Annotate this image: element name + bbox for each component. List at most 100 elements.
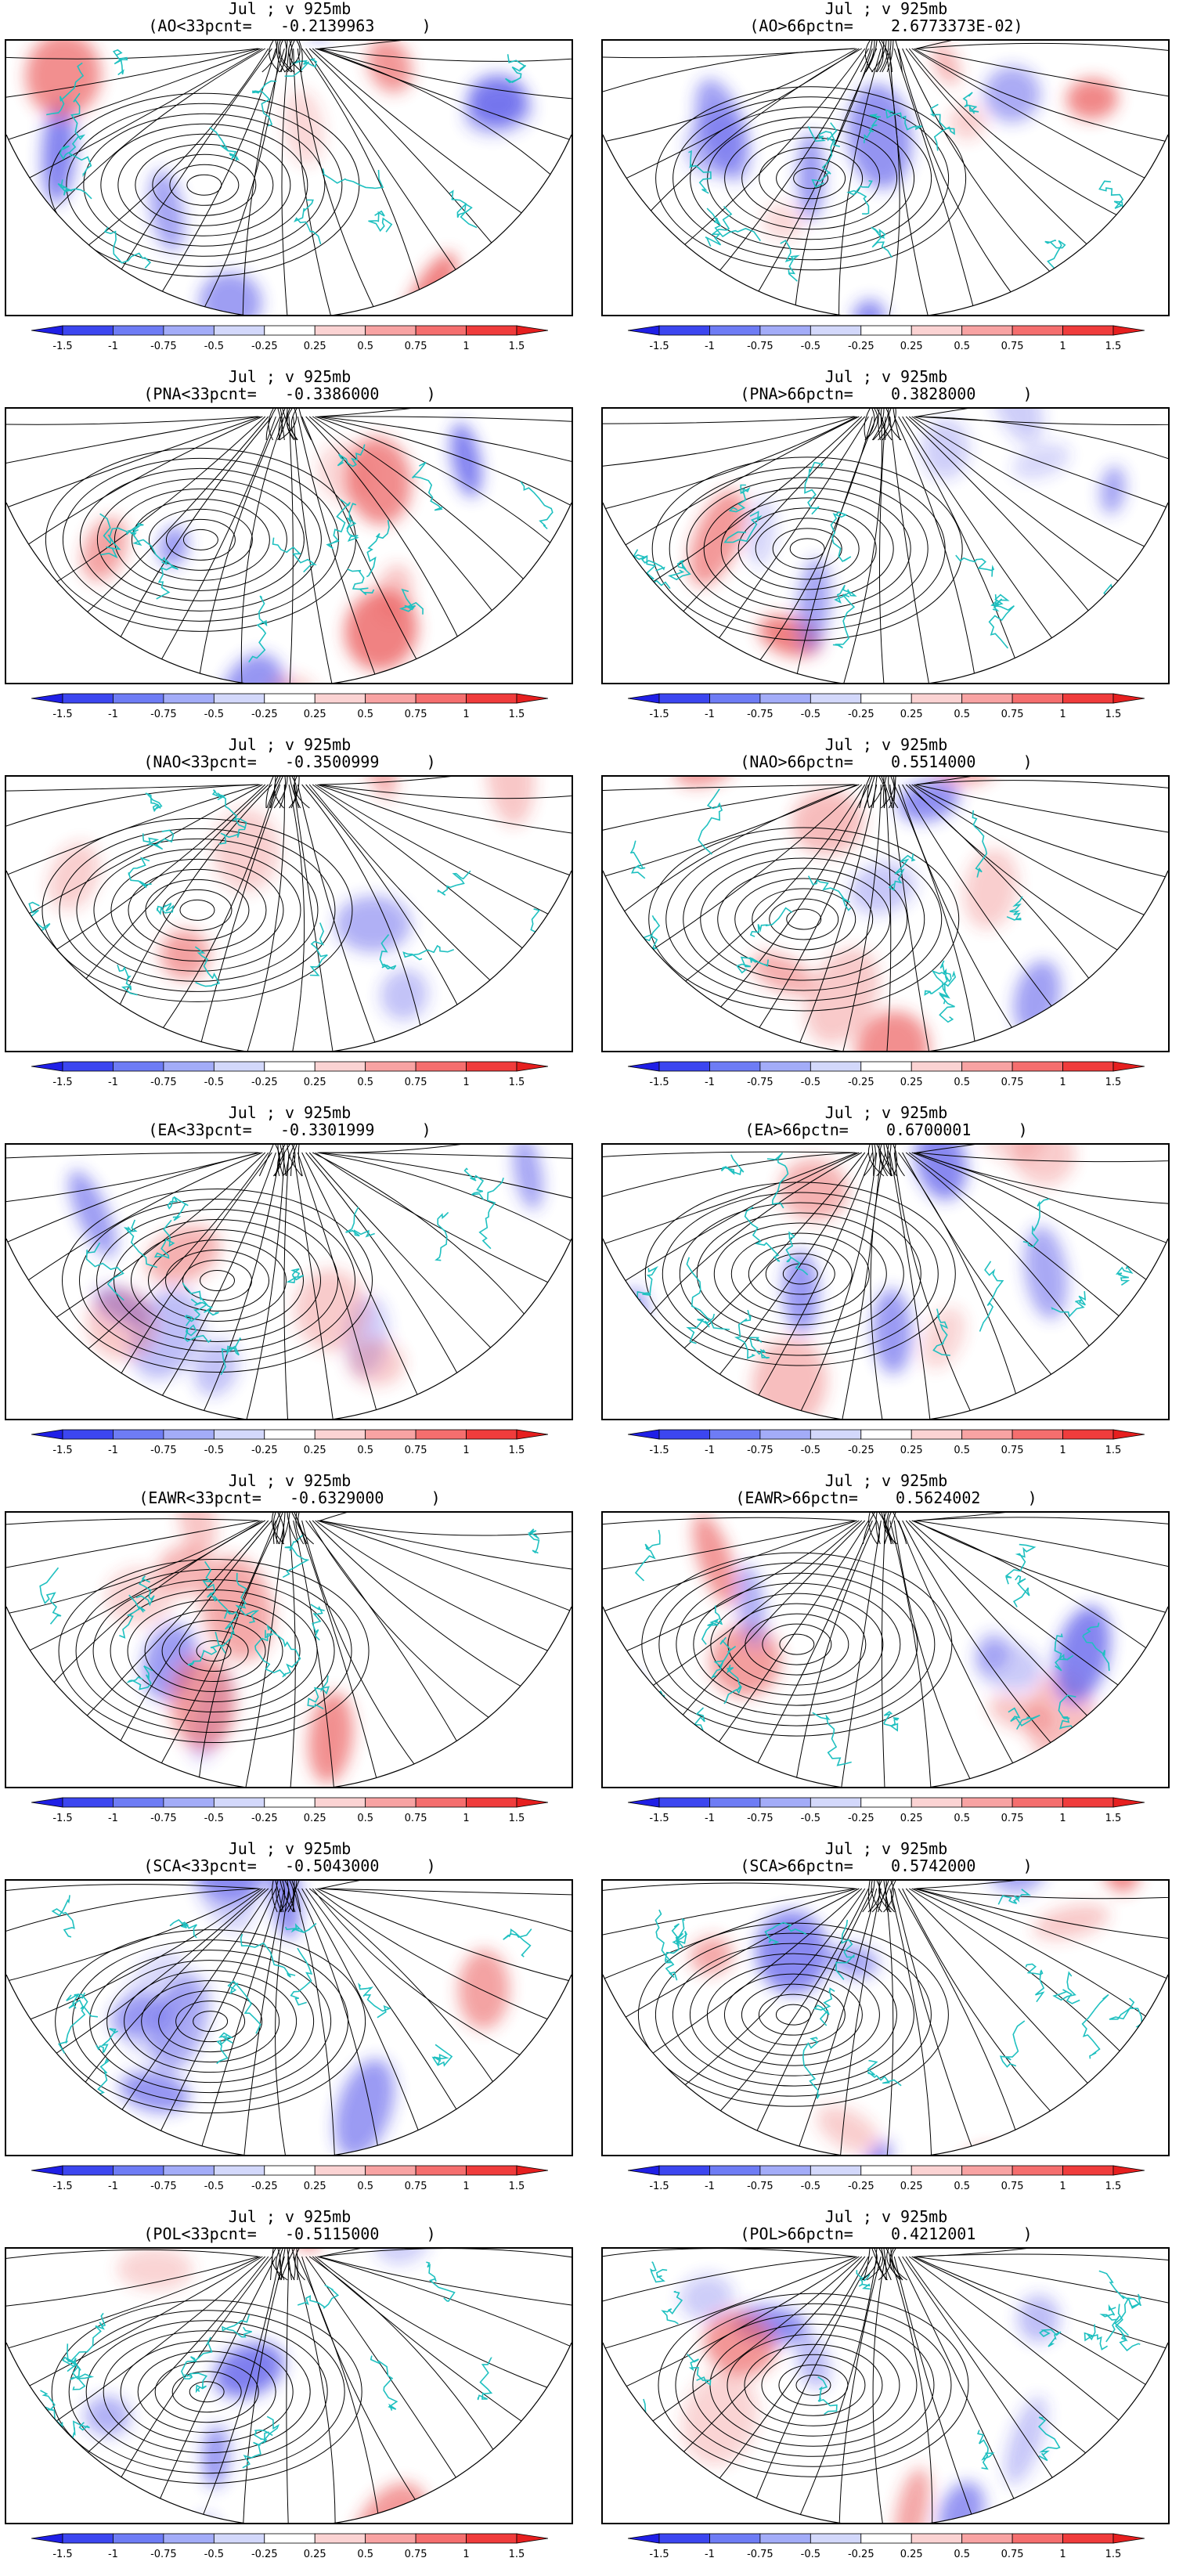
colorbar-segment [62, 1061, 114, 1072]
colorbar-tick-label: -0.75 [747, 1813, 774, 1824]
map-plot [603, 777, 1168, 1051]
colorbar-tick-label: -1 [108, 1077, 118, 1088]
colorbar-tick-label: -0.5 [801, 2181, 820, 2192]
colorbar-tick-label: 0.5 [954, 1445, 970, 1456]
colorbar-tick-label: 1.5 [509, 1445, 525, 1456]
colorbar-tick-label: 1.5 [509, 709, 525, 720]
colorbar-tick-label: 0.25 [304, 1445, 326, 1456]
map-plot [603, 1145, 1168, 1419]
colorbar-tick-label: -0.75 [747, 709, 774, 720]
colorbar-segment [113, 1429, 164, 1440]
wind-streamlines [6, 41, 572, 315]
colorbar-tick-label: -0.75 [150, 1813, 177, 1824]
colorbar-tick-label: 1 [463, 1445, 469, 1456]
colorbar-segment [264, 693, 316, 704]
colorbar-tick-label: 0.75 [1001, 709, 1024, 720]
colorbar-segment [113, 2533, 164, 2544]
colorbar-segment [860, 325, 912, 336]
colorbar-segment [759, 2533, 811, 2544]
colorbar-min-arrow [31, 2165, 63, 2176]
wind-streamlines [603, 1881, 1168, 2155]
panel-title-line2: (POL>66pctn= 0.4212001 ) [740, 2224, 1033, 2243]
colorbar-tick-label: -0.5 [801, 341, 820, 352]
map-frame [5, 39, 573, 316]
colorbar-max-arrow [1112, 2533, 1145, 2544]
colorbar-tick-label: -0.5 [204, 1077, 224, 1088]
map-frame [601, 407, 1170, 684]
coastlines [45, 1167, 504, 1386]
colorbar-segment [658, 325, 710, 336]
anomaly-shading [68, 1145, 543, 1397]
colorbar-tick-label: -0.25 [848, 2181, 874, 2192]
colorbar-tick-label: 0.75 [405, 2181, 427, 2192]
colorbar-segment [810, 2165, 862, 2176]
colorbar-segment [961, 2165, 1013, 2176]
colorbar-segment [911, 1797, 963, 1808]
colorbar-segment [810, 1061, 862, 1072]
colorbar-max-arrow [516, 325, 549, 336]
map-content [603, 409, 1168, 683]
colorbar-segment [810, 2533, 862, 2544]
colorbar: -1.5 -1 -0.75 -0.5 -0.25 0.25 0.5 0.75 1 1.5 [627, 2164, 1145, 2195]
colorbar-tick-label: -0.75 [747, 2181, 774, 2192]
colorbar-segment [860, 1061, 912, 1072]
coastlines [643, 2261, 1142, 2470]
map-plot [603, 1513, 1168, 1787]
colorbar-tick-label: 1.5 [509, 1077, 525, 1088]
colorbar-segment [860, 693, 912, 704]
colorbar-tick-label: 0.25 [900, 1077, 923, 1088]
colorbar-segment [365, 1429, 416, 1440]
colorbar-tick-label: 1 [463, 341, 469, 352]
colorbar-segment [163, 1061, 215, 1072]
colorbar-segment [365, 693, 416, 704]
domain-boundary [6, 502, 572, 683]
colorbar-segment [213, 1061, 265, 1072]
colorbar-segment [961, 693, 1013, 704]
wind-streamlines [603, 41, 1168, 315]
panel-title-line1: Jul ; v 925mb [228, 2207, 352, 2226]
colorbar-tick-label: 0.75 [405, 341, 427, 352]
map-frame [601, 1511, 1170, 1788]
colorbar-max-arrow [1112, 2165, 1145, 2176]
colorbar-segment [1062, 1797, 1114, 1808]
map-plot [603, 1881, 1168, 2155]
colorbar: -1.5 -1 -0.75 -0.5 -0.25 0.25 0.5 0.75 1 1.5 [627, 324, 1145, 355]
colorbar-segment [466, 693, 517, 704]
colorbar-segment [213, 325, 265, 336]
colorbar-segment [415, 693, 467, 704]
colorbar-tick-label: -0.25 [251, 1077, 278, 1088]
colorbar-max-arrow [516, 2165, 549, 2176]
colorbar-tick-label: -0.25 [848, 1813, 874, 1824]
colorbar-segment [860, 2165, 912, 2176]
colorbar-tick-label: 0.25 [900, 341, 923, 352]
colorbar-segment [62, 325, 114, 336]
colorbar-segment [415, 325, 467, 336]
colorbar-segment [466, 1797, 517, 1808]
pole-streamlines [258, 1145, 303, 1177]
colorbar-segment [658, 1061, 710, 1072]
colorbar-tick-label: 1.5 [1105, 2181, 1122, 2192]
colorbar-tick-label: 0.5 [954, 341, 970, 352]
wind-streamlines [6, 777, 572, 1051]
colorbar-segment [810, 1797, 862, 1808]
panel-title-line2: (EA<33pcnt= -0.3301999 ) [148, 1120, 431, 1139]
colorbar-segment [709, 1429, 761, 1440]
colorbar-tick-label: 1.5 [509, 341, 525, 352]
colorbar: -1.5 -1 -0.75 -0.5 -0.25 0.25 0.5 0.75 1 1.5 [627, 1428, 1145, 1459]
panel-title-line1: Jul ; v 925mb [228, 1839, 352, 1858]
colorbar-min-arrow [31, 1797, 63, 1808]
map-plot [6, 1881, 572, 2155]
pole-streamlines [860, 41, 903, 73]
panel-title-line1: Jul ; v 925mb [228, 1471, 352, 1490]
colorbar-segment [163, 325, 215, 336]
map-plot [6, 777, 572, 1051]
colorbar-max-arrow [1112, 1061, 1145, 1072]
coastlines [28, 789, 546, 996]
colorbar-tick-label: 0.5 [357, 1813, 373, 1824]
colorbar: -1.5 -1 -0.75 -0.5 -0.25 0.25 0.5 0.75 1 1.5 [31, 1428, 549, 1459]
map-frame [5, 1143, 573, 1420]
coastlines [46, 49, 527, 269]
colorbar-tick-label: 0.75 [405, 2549, 427, 2560]
wind-streamlines [603, 2249, 1168, 2523]
colorbar-min-arrow [627, 693, 660, 704]
